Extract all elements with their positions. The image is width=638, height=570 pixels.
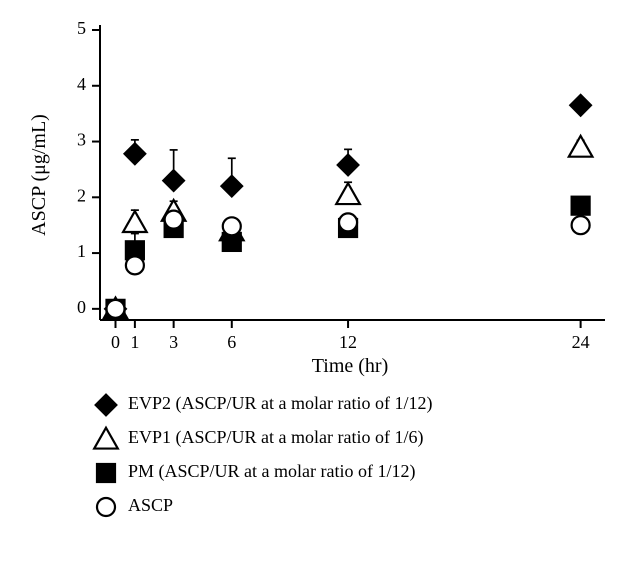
svg-text:1: 1 [77, 241, 86, 261]
svg-text:2: 2 [77, 185, 86, 205]
svg-text:0: 0 [111, 332, 120, 352]
svg-text:EVP1 (ASCP/UR at a molar ratio: EVP1 (ASCP/UR at a molar ratio of 1/6) [128, 427, 423, 448]
svg-text:24: 24 [572, 332, 590, 352]
svg-text:4: 4 [77, 74, 86, 94]
svg-text:EVP2 (ASCP/UR at a molar ratio: EVP2 (ASCP/UR at a molar ratio of 1/12) [128, 393, 432, 414]
svg-text:PM (ASCP/UR at a molar ratio o: PM (ASCP/UR at a molar ratio of 1/12) [128, 461, 415, 482]
svg-text:5: 5 [77, 18, 86, 38]
svg-text:3: 3 [77, 130, 86, 150]
svg-text:0: 0 [77, 297, 86, 317]
svg-text:ASCP (μg/mL): ASCP (μg/mL) [28, 114, 50, 236]
svg-text:12: 12 [339, 332, 357, 352]
chart-container: 01234501361224Time (hr)ASCP (μg/mL)EVP2 … [0, 0, 638, 565]
svg-text:ASCP: ASCP [128, 495, 173, 515]
svg-text:6: 6 [227, 332, 236, 352]
svg-text:Time (hr): Time (hr) [312, 355, 388, 377]
scatter-chart: 01234501361224Time (hr)ASCP (μg/mL)EVP2 … [0, 0, 638, 565]
svg-text:1: 1 [130, 332, 139, 352]
svg-text:3: 3 [169, 332, 178, 352]
